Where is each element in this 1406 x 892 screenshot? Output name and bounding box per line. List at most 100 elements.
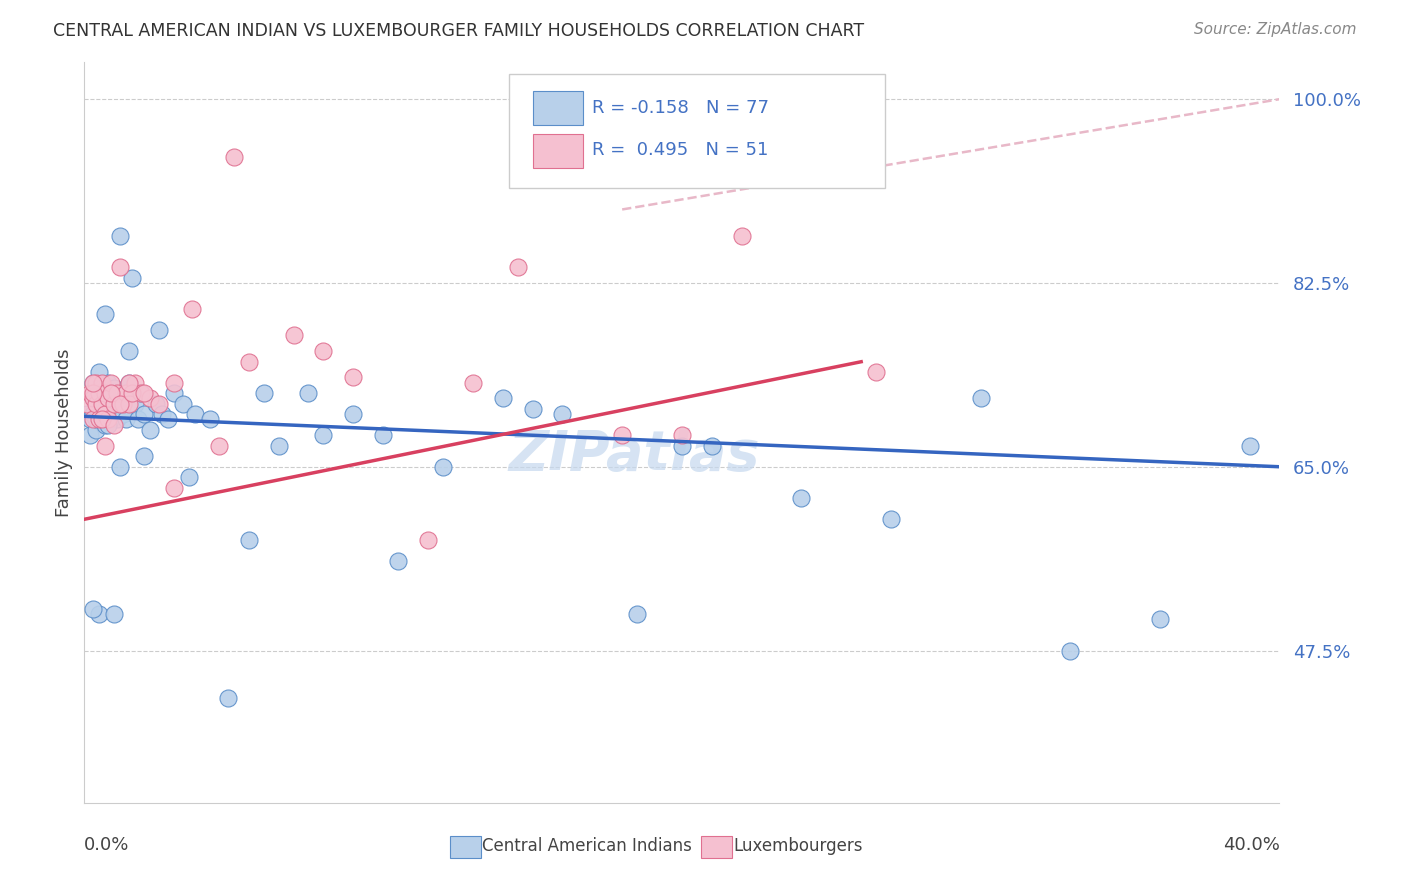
Point xyxy=(127,412,149,426)
Point xyxy=(172,397,194,411)
Point xyxy=(416,533,439,548)
Point xyxy=(100,386,122,401)
FancyBboxPatch shape xyxy=(533,91,582,126)
Point xyxy=(112,407,135,421)
Point xyxy=(970,392,993,406)
Text: R = -0.158   N = 77: R = -0.158 N = 77 xyxy=(592,99,769,118)
Point xyxy=(89,386,111,401)
Point xyxy=(94,308,117,322)
Point xyxy=(110,260,132,275)
Point xyxy=(100,397,122,411)
Point xyxy=(132,449,156,463)
Point xyxy=(76,407,98,421)
Text: CENTRAL AMERICAN INDIAN VS LUXEMBOURGER FAMILY HOUSEHOLDS CORRELATION CHART: CENTRAL AMERICAN INDIAN VS LUXEMBOURGER … xyxy=(53,22,865,40)
Text: 0.0%: 0.0% xyxy=(84,836,129,855)
Point xyxy=(129,386,152,401)
Point xyxy=(238,533,260,548)
Point xyxy=(312,344,335,359)
Point xyxy=(342,407,364,421)
Point xyxy=(89,407,111,421)
Point xyxy=(208,439,231,453)
Point xyxy=(91,397,114,411)
Point xyxy=(86,376,108,390)
Point xyxy=(91,397,114,411)
Point xyxy=(163,386,186,401)
Point xyxy=(89,607,111,621)
Point xyxy=(297,386,319,401)
Point xyxy=(626,607,648,621)
Point xyxy=(312,428,335,442)
Point xyxy=(671,428,693,442)
Point xyxy=(177,470,200,484)
Point xyxy=(551,407,574,421)
Point xyxy=(671,439,693,453)
Point xyxy=(100,376,122,390)
Point xyxy=(105,386,128,401)
Point xyxy=(865,365,887,379)
Point xyxy=(253,386,276,401)
Point xyxy=(82,392,104,406)
Point xyxy=(238,355,260,369)
Point xyxy=(506,260,529,275)
Text: Central American Indians: Central American Indians xyxy=(482,837,692,855)
Point xyxy=(91,376,114,390)
Point xyxy=(82,386,104,401)
Point xyxy=(82,376,104,390)
Point xyxy=(76,397,98,411)
Point xyxy=(110,459,132,474)
Point xyxy=(492,392,515,406)
Point xyxy=(103,607,125,621)
Point xyxy=(103,417,125,432)
Point xyxy=(283,328,305,343)
Text: Source: ZipAtlas.com: Source: ZipAtlas.com xyxy=(1194,22,1357,37)
Point xyxy=(103,381,125,395)
Point xyxy=(79,412,101,426)
Point xyxy=(148,397,170,411)
Point xyxy=(387,554,409,568)
FancyBboxPatch shape xyxy=(450,836,481,857)
Point xyxy=(522,402,544,417)
Point xyxy=(139,423,162,437)
Point xyxy=(217,690,239,705)
Point xyxy=(105,412,128,426)
Point xyxy=(132,407,156,421)
Point xyxy=(110,397,132,411)
Point xyxy=(94,402,117,417)
FancyBboxPatch shape xyxy=(533,134,582,168)
Point xyxy=(612,428,634,442)
Point xyxy=(432,459,454,474)
Point xyxy=(86,397,108,411)
Point xyxy=(115,386,138,401)
Point xyxy=(700,439,723,453)
Point xyxy=(97,376,120,390)
Point xyxy=(97,412,120,426)
Point xyxy=(82,412,104,426)
Point xyxy=(97,417,120,432)
Point xyxy=(82,601,104,615)
Point xyxy=(97,392,120,406)
Point xyxy=(94,392,117,406)
Point xyxy=(163,481,186,495)
Point xyxy=(145,397,167,411)
Point xyxy=(94,407,117,421)
Point xyxy=(82,392,104,406)
Point xyxy=(105,392,128,406)
FancyBboxPatch shape xyxy=(509,73,886,188)
Point xyxy=(89,365,111,379)
Point xyxy=(94,386,117,401)
Point xyxy=(112,397,135,411)
Point xyxy=(880,512,903,526)
Point xyxy=(124,397,146,411)
Point xyxy=(373,428,395,442)
Point xyxy=(89,412,111,426)
Point xyxy=(82,376,104,390)
Point xyxy=(97,407,120,421)
Point xyxy=(1149,612,1171,626)
FancyBboxPatch shape xyxy=(702,836,733,857)
Point xyxy=(118,376,141,390)
Point xyxy=(731,228,754,243)
Point xyxy=(79,386,101,401)
Point xyxy=(89,386,111,401)
Point xyxy=(118,397,141,411)
Point xyxy=(1059,643,1081,657)
